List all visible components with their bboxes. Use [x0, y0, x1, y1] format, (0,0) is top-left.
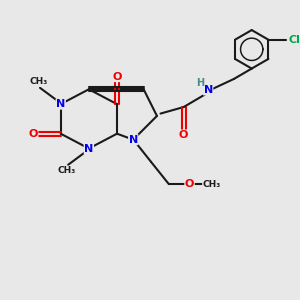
Text: CH₃: CH₃ — [202, 180, 221, 189]
Text: O: O — [185, 179, 194, 189]
Text: N: N — [84, 143, 94, 154]
Text: N: N — [56, 99, 65, 109]
Text: O: O — [112, 72, 122, 82]
Text: Cl: Cl — [289, 35, 300, 45]
Text: H: H — [196, 78, 204, 88]
Text: N: N — [129, 135, 138, 145]
Text: O: O — [179, 130, 188, 140]
Text: CH₃: CH₃ — [29, 77, 48, 86]
Text: N: N — [204, 85, 213, 95]
Text: O: O — [28, 129, 38, 139]
Text: CH₃: CH₃ — [58, 166, 76, 175]
